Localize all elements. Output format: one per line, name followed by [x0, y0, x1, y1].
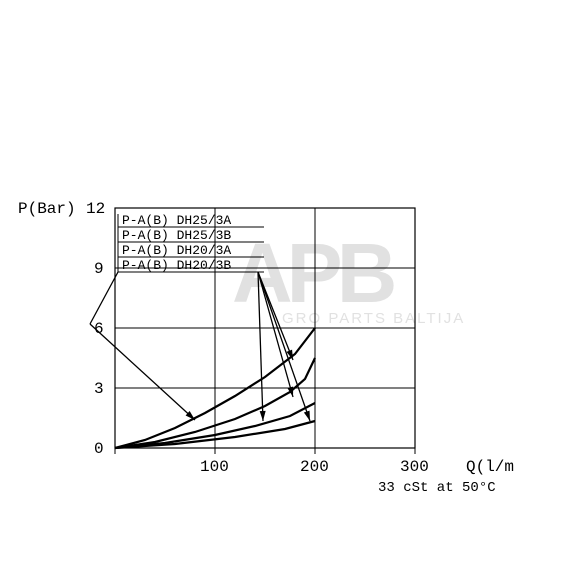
chart-container: APB GRO PARTS BALTIJA P(Bar) Q(l/m 33 cS… — [0, 0, 588, 588]
chart-svg — [0, 0, 588, 588]
